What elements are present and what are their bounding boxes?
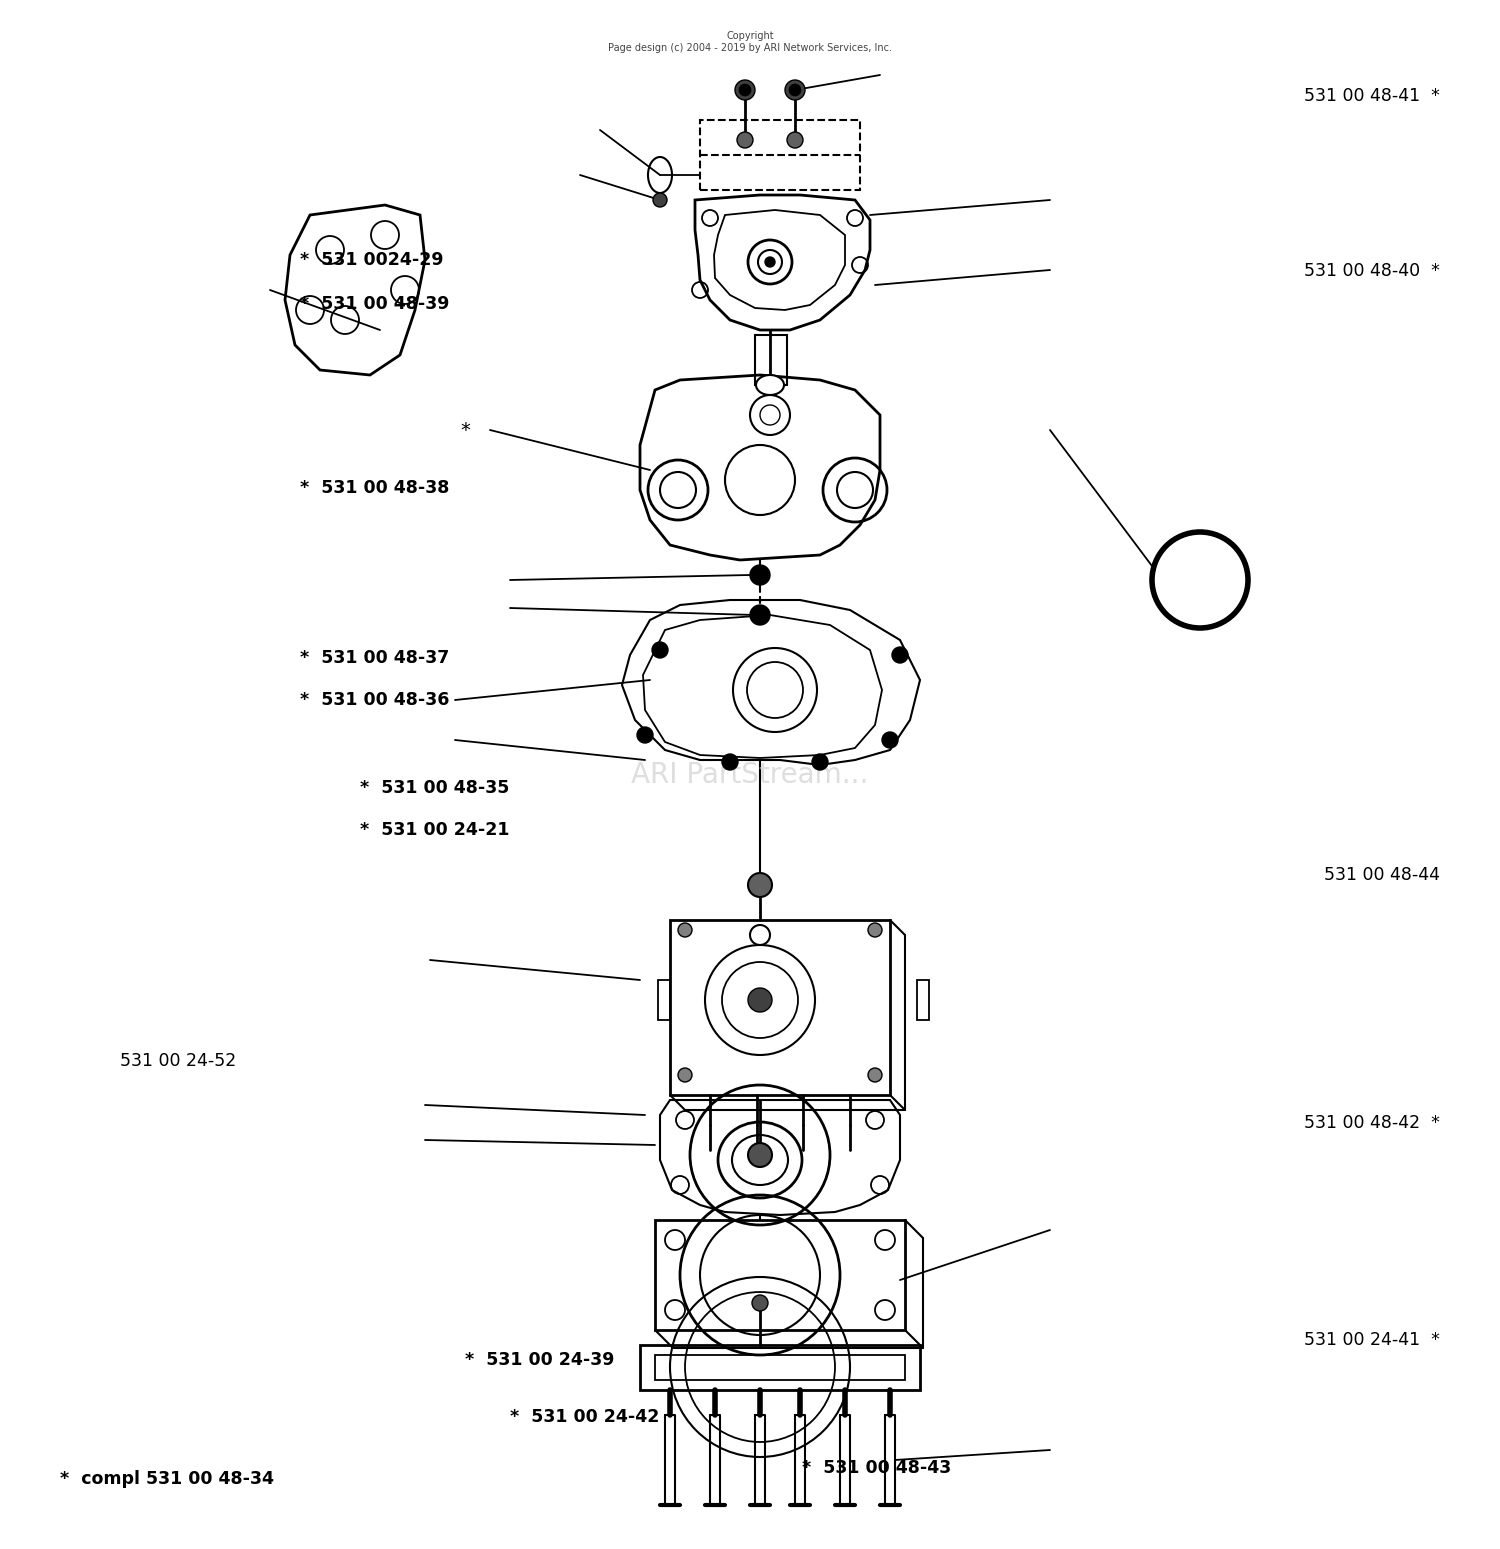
Circle shape — [652, 641, 668, 658]
Bar — [700, 119, 859, 191]
Bar — [670, 920, 890, 1095]
Bar — [658, 981, 670, 1019]
Text: *  531 00 24-21: * 531 00 24-21 — [360, 821, 510, 840]
Text: *: * — [460, 420, 470, 440]
Text: *  531 00 48-39: * 531 00 48-39 — [300, 294, 450, 313]
Circle shape — [892, 647, 908, 663]
Circle shape — [638, 726, 652, 744]
Ellipse shape — [756, 375, 784, 395]
Circle shape — [750, 565, 770, 586]
Text: *  531 00 48-35: * 531 00 48-35 — [360, 779, 510, 798]
Bar — [656, 1221, 904, 1331]
Bar — [754, 335, 788, 386]
Text: 531 00 24-52: 531 00 24-52 — [120, 1052, 237, 1070]
Text: *  compl 531 00 48-34: * compl 531 00 48-34 — [60, 1470, 274, 1489]
Circle shape — [750, 606, 770, 624]
Text: 531 00 48-44: 531 00 48-44 — [1324, 866, 1440, 884]
Text: *  531 00 48-36: * 531 00 48-36 — [300, 691, 450, 709]
Circle shape — [735, 81, 754, 101]
Bar — [656, 1355, 904, 1380]
Text: 531 00 48-41  *: 531 00 48-41 * — [1304, 87, 1440, 105]
Circle shape — [789, 84, 801, 96]
Text: *  531 00 24-39: * 531 00 24-39 — [465, 1351, 615, 1369]
Text: *  531 00 48-37: * 531 00 48-37 — [300, 649, 450, 668]
Text: 531 00 24-41  *: 531 00 24-41 * — [1304, 1331, 1440, 1349]
Circle shape — [748, 1143, 772, 1166]
Circle shape — [788, 132, 802, 149]
Circle shape — [784, 81, 806, 101]
Text: 531 00 48-40  *: 531 00 48-40 * — [1304, 262, 1440, 280]
Circle shape — [868, 1067, 882, 1083]
Text: *  531 00 48-43: * 531 00 48-43 — [802, 1459, 951, 1478]
Circle shape — [678, 923, 692, 937]
Circle shape — [868, 923, 882, 937]
Circle shape — [678, 1067, 692, 1083]
Bar — [640, 1345, 920, 1389]
Circle shape — [652, 194, 668, 208]
Circle shape — [748, 874, 772, 897]
Circle shape — [736, 132, 753, 149]
Circle shape — [752, 1295, 768, 1310]
Circle shape — [740, 84, 752, 96]
Circle shape — [765, 257, 776, 266]
Text: 531 00 48-42  *: 531 00 48-42 * — [1304, 1114, 1440, 1132]
Text: ARI PartStream...: ARI PartStream... — [632, 761, 868, 788]
Text: Copyright
Page design (c) 2004 - 2019 by ARI Network Services, Inc.: Copyright Page design (c) 2004 - 2019 by… — [608, 31, 892, 53]
Text: *  531 00 48-38: * 531 00 48-38 — [300, 479, 450, 497]
Circle shape — [748, 988, 772, 1011]
Text: *  531 0024-29: * 531 0024-29 — [300, 251, 444, 270]
Circle shape — [812, 754, 828, 770]
Bar — [916, 981, 928, 1019]
Circle shape — [722, 754, 738, 770]
Circle shape — [882, 733, 898, 748]
Text: *  531 00 24-42: * 531 00 24-42 — [510, 1408, 660, 1427]
